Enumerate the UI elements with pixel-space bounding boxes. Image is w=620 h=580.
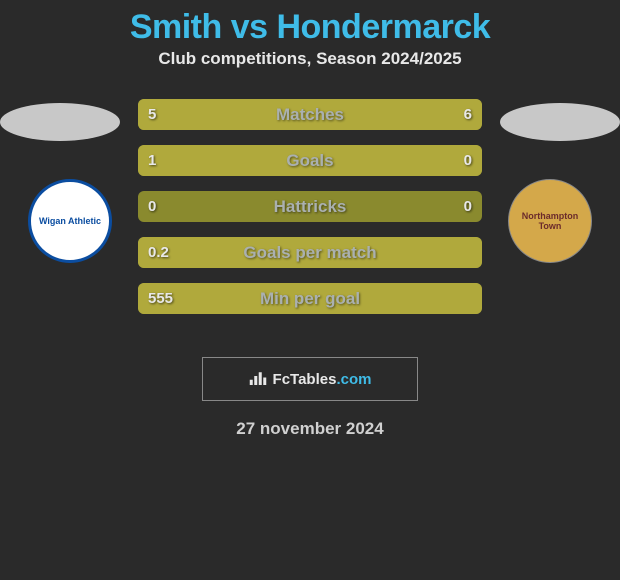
stat-row: 0.2Goals per match [138, 237, 482, 268]
club-badge-left-label: Wigan Athletic [31, 181, 109, 261]
stat-fill-left [138, 99, 295, 130]
stat-fill-right [399, 145, 482, 176]
brand-text: FcTables.com [273, 371, 372, 388]
stat-value-right: 0 [464, 191, 472, 222]
player-photo-right [500, 103, 620, 141]
stat-fill-right [399, 283, 482, 314]
brand-prefix: FcTables [273, 371, 337, 388]
club-badge-right: Northampton Town [508, 179, 592, 263]
stat-row: 555Min per goal [138, 283, 482, 314]
stat-row: 56Matches [138, 99, 482, 130]
stat-row: 10Goals [138, 145, 482, 176]
stat-fill-left [138, 283, 399, 314]
stat-value-left: 0 [148, 191, 156, 222]
brand-box: FcTables.com [202, 357, 418, 401]
page-subtitle: Club competitions, Season 2024/2025 [0, 49, 620, 89]
club-badge-left: Wigan Athletic [28, 179, 112, 263]
stat-bars: 56Matches 10Goals 0 0Hattricks 0.2Goals per … [138, 99, 482, 329]
date-label: 27 november 2024 [0, 419, 620, 439]
stat-row: 0 0Hattricks [138, 191, 482, 222]
page-root: Smith vs Hondermarck Club competitions, … [0, 0, 620, 439]
bars-icon [249, 372, 267, 386]
stat-fill-left [138, 145, 399, 176]
stat-fill-left [138, 237, 399, 268]
club-badge-right-label: Northampton Town [510, 181, 590, 261]
stat-fill-right [399, 237, 482, 268]
stat-label: Hattricks [138, 191, 482, 222]
page-title: Smith vs Hondermarck [0, 0, 620, 49]
brand-tld: .com [336, 371, 371, 388]
player-photo-left [0, 103, 120, 141]
stat-fill-right [295, 99, 482, 130]
comparison-layout: Wigan Athletic Northampton Town 56Matche… [0, 89, 620, 349]
